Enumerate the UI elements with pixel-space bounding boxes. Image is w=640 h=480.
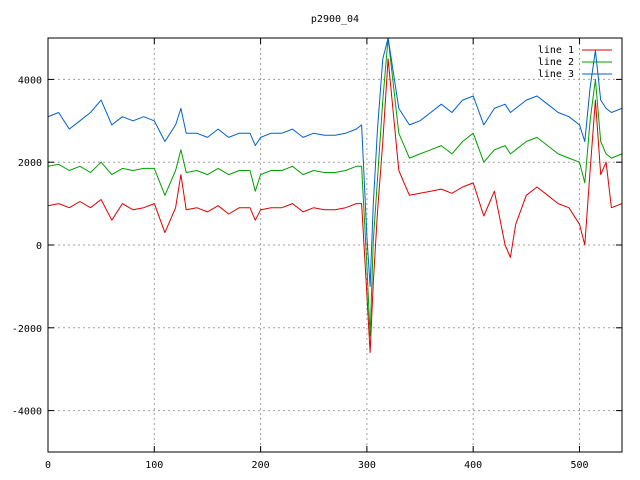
legend-label-2: line 2: [538, 57, 574, 68]
x-tick-label: 0: [45, 460, 51, 471]
chart-title: p2900_04: [311, 14, 359, 25]
grid-lines: [48, 38, 622, 452]
legend-label-3: line 3: [538, 69, 574, 80]
series-line-3: [48, 38, 622, 287]
legend-label-1: line 1: [538, 45, 574, 56]
series-line-1: [48, 58, 622, 354]
y-tick-label: -4000: [12, 407, 42, 418]
y-tick-label: 0: [36, 241, 42, 252]
series-line-2: [48, 38, 622, 337]
y-tick-label: -2000: [12, 324, 42, 335]
x-tick-label: 100: [145, 460, 163, 471]
x-tick-label: 400: [464, 460, 482, 471]
series-lines: [48, 38, 622, 354]
x-tick-label: 200: [252, 460, 270, 471]
x-tick-label: 300: [358, 460, 376, 471]
y-tick-label: 4000: [18, 75, 42, 86]
x-tick-label: 500: [570, 460, 588, 471]
axis-ticks: 0 100 200 300 400 500 -4000 -2000 0 2000 4000: [12, 38, 622, 471]
y-tick-label: 2000: [18, 158, 42, 169]
